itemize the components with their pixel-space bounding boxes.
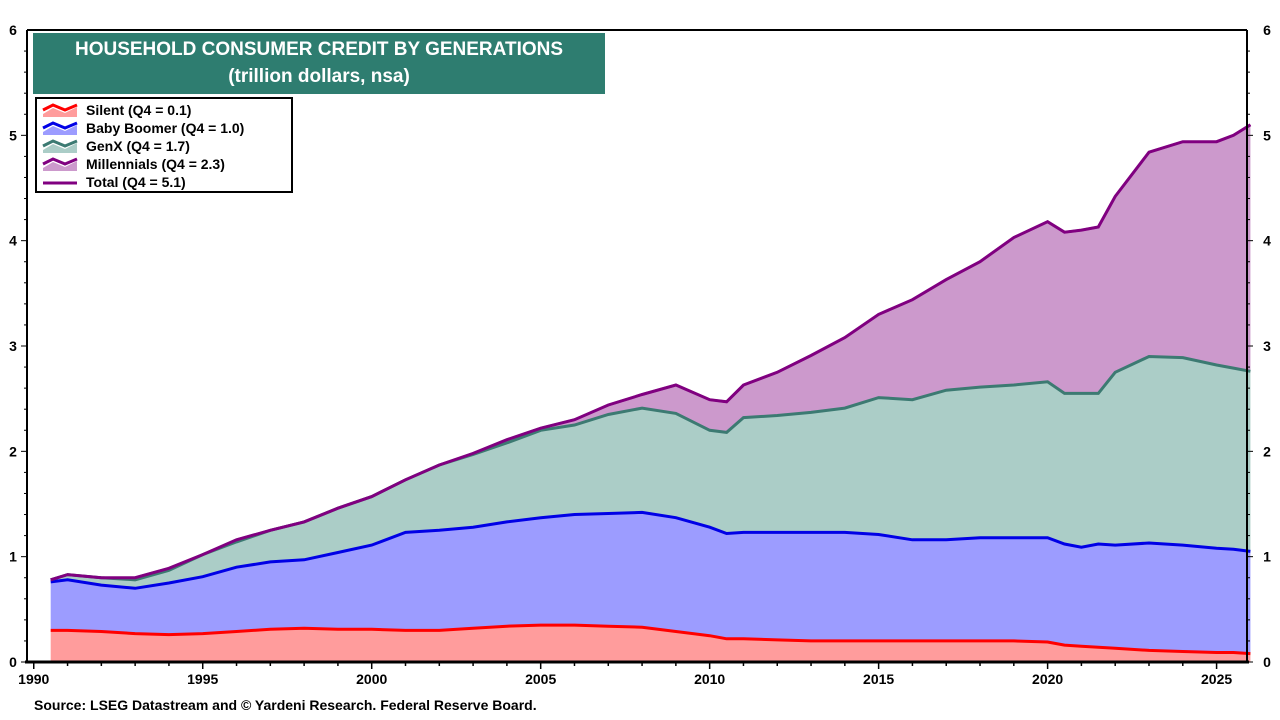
x-tick-label: 2010 <box>694 671 725 687</box>
legend-swatch-genx <box>42 139 78 153</box>
y-tick-label-left: 6 <box>9 22 17 38</box>
x-tick-label: 2000 <box>356 671 387 687</box>
line-total <box>50 123 1252 581</box>
legend-swatch-millennials <box>42 157 78 171</box>
y-tick-label-right: 3 <box>1263 338 1271 354</box>
y-tick-label-right: 0 <box>1263 654 1271 670</box>
legend-label-genx: GenX (Q4 = 1.7) <box>86 138 190 154</box>
legend-item-millennials: Millennials (Q4 = 2.3) <box>41 155 287 173</box>
area-millennials <box>50 124 1251 580</box>
source-note: Source: LSEG Datastream and © Yardeni Re… <box>34 697 537 713</box>
legend-label-silent: Silent (Q4 = 0.1) <box>86 102 192 118</box>
y-tick-label-right: 6 <box>1263 22 1271 38</box>
chart-title: HOUSEHOLD CONSUMER CREDIT BY GENERATIONS <box>74 39 564 60</box>
legend-label-millennials: Millennials (Q4 = 2.3) <box>86 156 225 172</box>
area-genx <box>50 356 1251 589</box>
area-baby-boomer <box>50 512 1251 654</box>
x-tick-label: 1995 <box>187 671 218 687</box>
x-tick-label: 2020 <box>1032 671 1063 687</box>
x-tick-label: 2015 <box>863 671 894 687</box>
legend: Silent (Q4 = 0.1) Baby Boomer (Q4 = 1.0)… <box>35 97 293 193</box>
legend-swatch-baby-boomer <box>42 121 78 135</box>
legend-swatch-silent <box>42 103 78 117</box>
legend-label-baby-boomer: Baby Boomer (Q4 = 1.0) <box>86 120 245 136</box>
areas-layer <box>50 123 1252 662</box>
y-tick-label-left: 0 <box>9 654 17 670</box>
axes-layer: 0 0 1 1 2 2 3 3 4 4 5 5 6 6 1990 1995 2000 2005 2010 2015 20… <box>9 22 1271 687</box>
y-tick-label-right: 2 <box>1263 443 1271 459</box>
x-tick-label: 1990 <box>18 671 49 687</box>
chart-title-box: HOUSEHOLD CONSUMER CREDIT BY GENERATIONS… <box>33 33 605 94</box>
y-tick-label-left: 5 <box>9 127 17 143</box>
legend-item-genx: GenX (Q4 = 1.7) <box>41 137 287 155</box>
legend-label-total: Total (Q4 = 5.1) <box>86 174 186 190</box>
y-tick-label-right: 5 <box>1263 127 1271 143</box>
y-tick-label-left: 4 <box>9 233 17 249</box>
x-tick-label: 2005 <box>525 671 556 687</box>
legend-item-total: Total (Q4 = 5.1) <box>41 173 287 191</box>
area-silent <box>50 625 1251 662</box>
y-tick-label-left: 1 <box>9 549 17 565</box>
legend-swatch-total <box>43 181 77 185</box>
y-tick-label-left: 3 <box>9 338 17 354</box>
chart-subtitle: (trillion dollars, nsa) <box>228 66 410 87</box>
legend-item-baby-boomer: Baby Boomer (Q4 = 1.0) <box>41 119 287 137</box>
x-tick-label: 2025 <box>1201 671 1232 687</box>
line-silent <box>50 623 1251 656</box>
y-tick-label-right: 4 <box>1263 233 1271 249</box>
legend-item-silent: Silent (Q4 = 0.1) <box>41 101 287 119</box>
line-baby-boomer <box>50 510 1251 590</box>
y-tick-label-right: 1 <box>1263 549 1271 565</box>
y-tick-label-left: 2 <box>9 443 17 459</box>
